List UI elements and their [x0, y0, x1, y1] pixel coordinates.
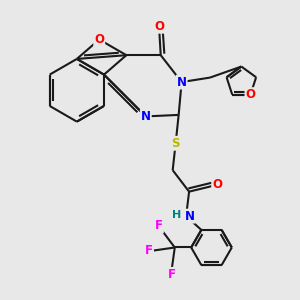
Text: H: H	[172, 210, 181, 220]
Text: O: O	[245, 88, 256, 101]
Text: F: F	[145, 244, 152, 257]
Text: S: S	[171, 137, 180, 150]
Text: N: N	[141, 110, 151, 123]
Text: O: O	[154, 20, 164, 33]
Text: F: F	[155, 220, 163, 232]
Text: N: N	[185, 210, 195, 223]
Text: O: O	[94, 33, 104, 46]
Text: O: O	[212, 178, 222, 191]
Text: N: N	[177, 76, 187, 88]
Text: F: F	[168, 268, 176, 281]
